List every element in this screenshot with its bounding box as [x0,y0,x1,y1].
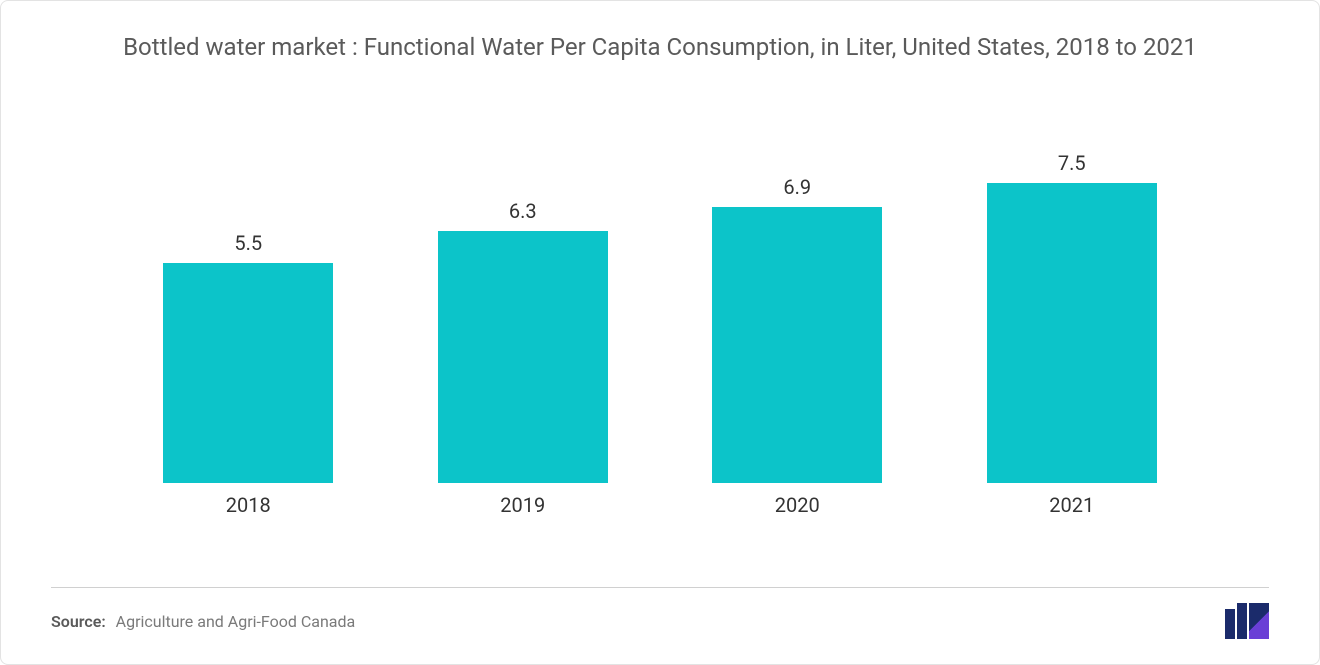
bar-3 [987,183,1157,483]
bar-0 [163,263,333,483]
bar-group-2: 6.9 [707,175,887,483]
chart-footer: Source: Agriculture and Agri-Food Canada [51,587,1269,639]
bar-group-1: 6.3 [433,199,613,483]
bar-value-label: 6.3 [509,199,537,223]
chart-container: Bottled water market : Functional Water … [0,0,1320,665]
logo-bar [1237,603,1247,639]
x-axis-labels: 2018 2019 2020 2021 [51,483,1269,517]
chart-title: Bottled water market : Functional Water … [100,31,1220,63]
brand-logo-icon [1225,603,1269,639]
bar-2 [712,207,882,483]
bar-group-3: 7.5 [982,151,1162,483]
source-label: Source: [51,612,106,631]
source-text: Agriculture and Agri-Food Canada [116,612,356,631]
x-axis-label: 2021 [982,493,1162,517]
logo-bar [1225,609,1235,639]
chart-plot-area: 5.5 6.3 6.9 7.5 [51,123,1269,483]
bar-1 [438,231,608,483]
bar-value-label: 7.5 [1058,151,1086,175]
x-axis-label: 2020 [707,493,887,517]
bar-value-label: 5.5 [234,231,262,255]
bar-group-0: 5.5 [158,231,338,483]
x-axis-label: 2019 [433,493,613,517]
logo-bar [1249,603,1269,639]
x-axis-label: 2018 [158,493,338,517]
bar-value-label: 6.9 [783,175,811,199]
source-citation: Source: Agriculture and Agri-Food Canada [51,612,355,631]
